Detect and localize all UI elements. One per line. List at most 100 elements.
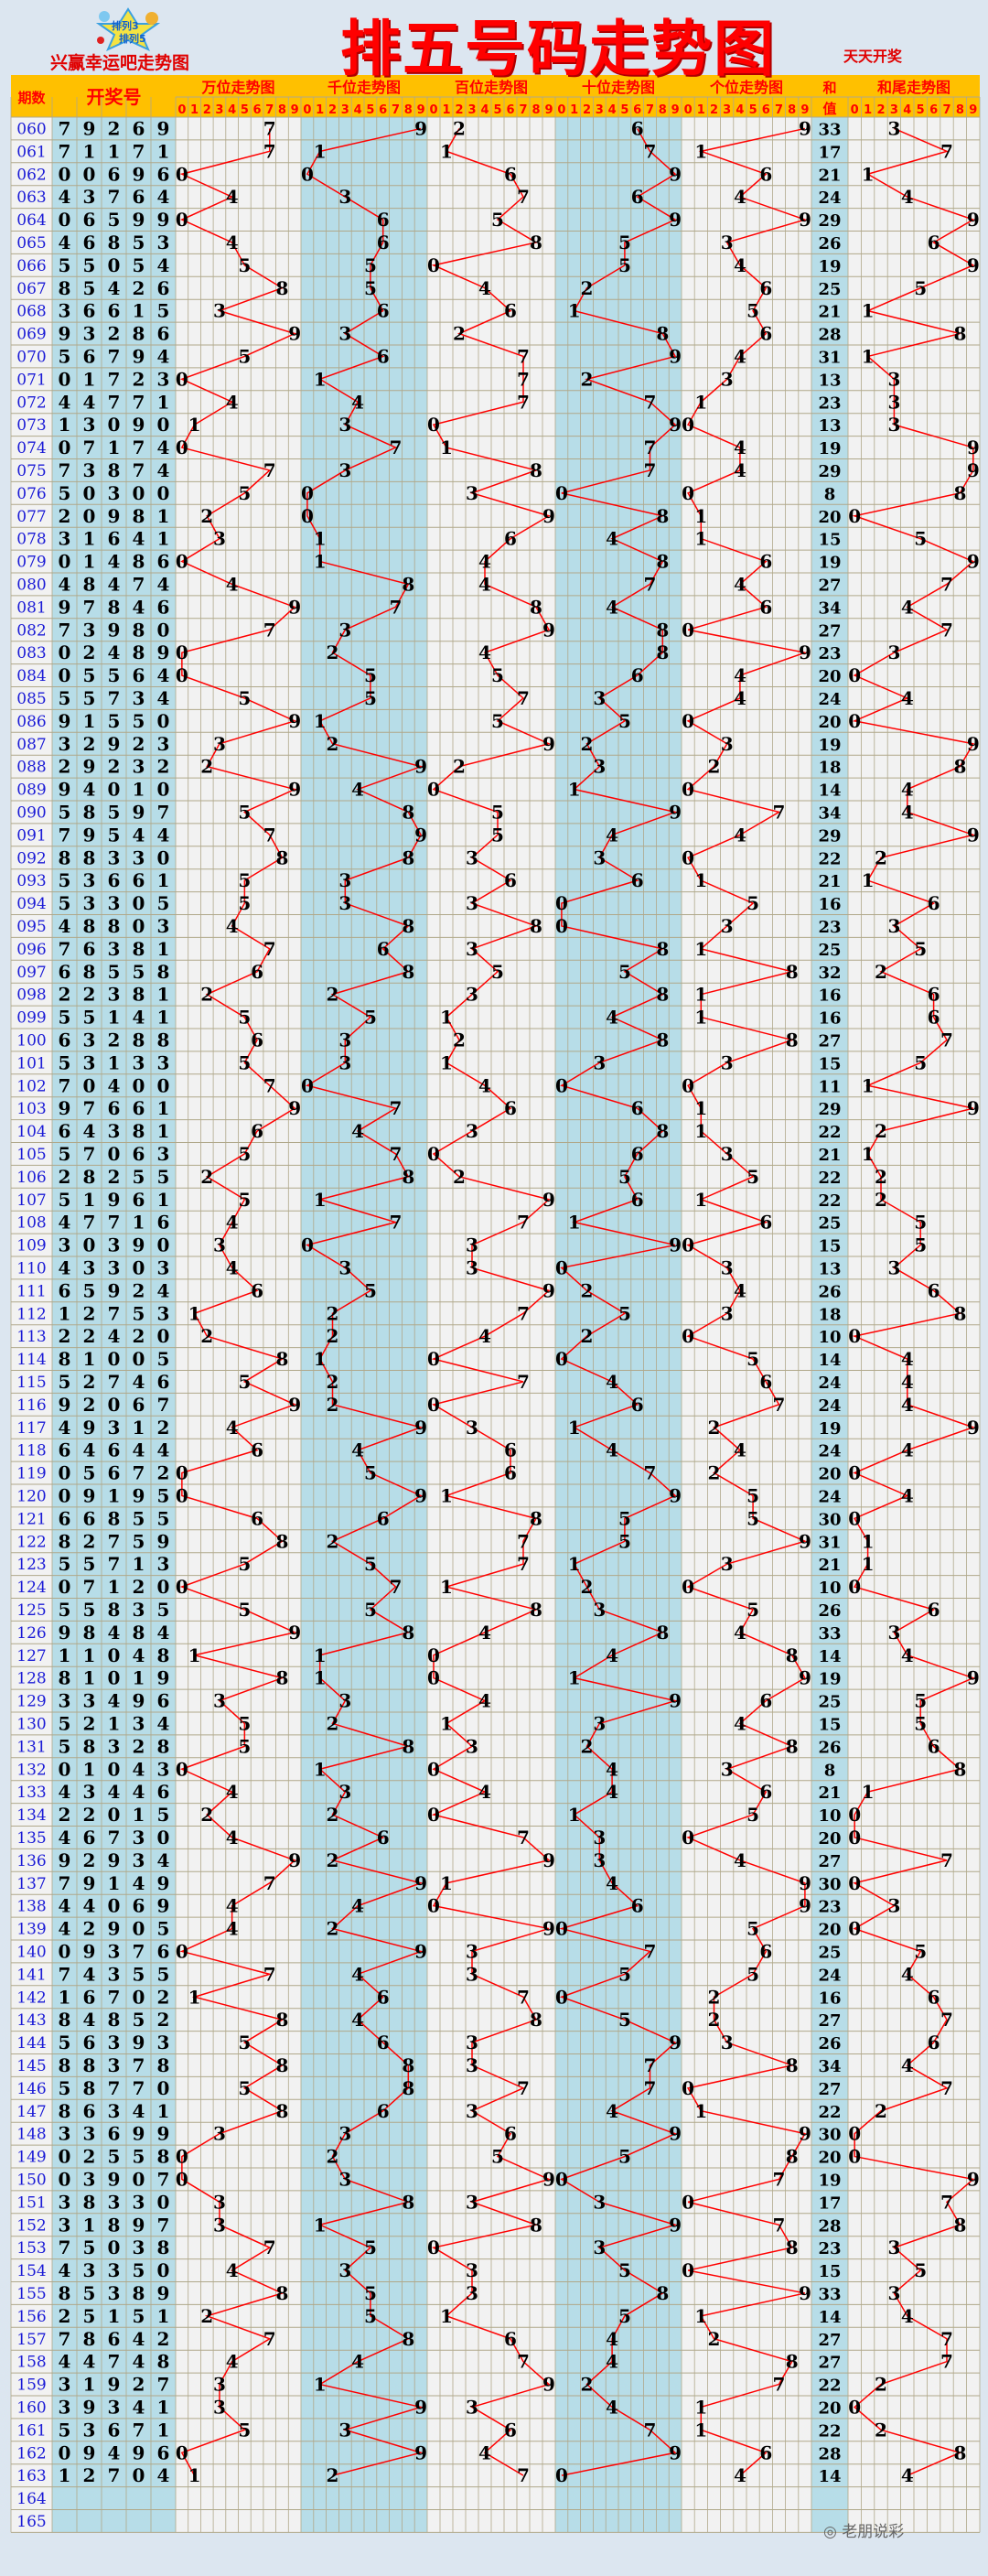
draw-digit: 3 [59,300,71,322]
draw-digit: 6 [59,1507,71,1529]
draw-digit: 3 [83,459,96,481]
period-label: 105 [16,1146,46,1164]
period-label: 162 [16,2444,46,2463]
position-mark: 4 [606,2351,618,2373]
draw-digit: 0 [59,437,71,458]
draw-digit: 8 [83,961,96,983]
draw-digit: 9 [133,414,145,436]
sum-value: 26 [818,234,841,253]
position-mark: 3 [593,756,606,778]
position-mark: 4 [734,1439,746,1461]
sum-value: 28 [818,326,841,345]
draw-digit: 5 [83,1599,96,1621]
draw-digit: 1 [157,2419,170,2441]
position-mark: 1 [694,1007,707,1029]
draw-digit: 3 [157,1256,170,1278]
sum-value: 24 [818,189,841,208]
position-mark: 0 [301,482,314,504]
draw-digit: 2 [83,1918,96,1940]
draw-digit: 9 [133,163,145,185]
position-mark: 2 [327,2464,339,2486]
position-mark: 4 [226,1417,239,1439]
tail-mark: 1 [862,869,875,891]
position-mark: 5 [746,1348,759,1370]
period-label: 101 [16,1054,46,1072]
draw-digit: 3 [108,2259,121,2281]
draw-digit: 3 [157,1758,170,1780]
position-mark: 4 [734,186,746,208]
position-mark: 8 [786,1735,799,1757]
draw-digit: 1 [157,2305,170,2327]
draw-digit: 0 [133,2168,145,2190]
tail-mark: 0 [848,664,861,686]
draw-digit: 3 [108,2100,121,2122]
position-mark: 7 [517,2464,530,2486]
period-label: 126 [16,1624,46,1643]
tail-mark: 3 [887,1622,900,1644]
period-label: 060 [16,120,46,138]
sum-value: 16 [818,986,841,1006]
position-mark: 0 [555,1348,568,1370]
position-mark: 3 [213,2191,226,2213]
header-digit: 1 [697,103,705,117]
period-label: 165 [16,2513,46,2531]
draw-digit: 6 [108,163,121,185]
sum-value: 20 [818,1829,841,1848]
draw-digit: 3 [157,1553,170,1575]
draw-digit: 4 [133,1439,145,1461]
position-mark: 7 [644,391,657,413]
position-mark: 1 [314,528,327,550]
sum-value: 22 [818,849,841,868]
period-label: 135 [16,1829,46,1848]
draw-digit: 5 [59,2032,71,2053]
draw-digit: 6 [157,277,170,299]
draw-digit: 2 [59,505,71,527]
position-mark: 3 [338,459,351,481]
position-mark: 0 [301,1074,314,1096]
header-digit: 3 [215,103,223,117]
position-mark: 8 [402,2328,414,2350]
position-mark: 8 [275,1348,288,1370]
position-mark: 6 [759,1371,772,1393]
draw-digit: 3 [108,1120,121,1142]
period-label: 079 [16,554,46,572]
position-mark: 5 [364,2282,377,2304]
position-mark: 7 [263,2328,276,2350]
position-mark: 0 [427,1667,440,1689]
position-mark: 5 [364,254,377,276]
draw-digit: 1 [83,368,96,390]
position-mark: 6 [631,1394,644,1416]
position-mark: 5 [238,482,251,504]
draw-digit: 9 [108,1279,121,1301]
sum-value: 22 [818,1191,841,1211]
position-mark: 8 [656,505,669,527]
header-digit: 4 [608,103,617,117]
draw-digit: 8 [83,1166,96,1188]
trend-line-2 [431,128,552,2476]
watermark: ◎ 老朋说彩 [823,2518,904,2541]
position-mark: 5 [618,2009,631,2031]
position-mark: 7 [517,1553,530,1575]
position-mark: 2 [327,2146,339,2168]
sum-value: 23 [818,918,841,937]
draw-digit: 9 [108,1849,121,1871]
draw-digit: 6 [157,323,170,345]
position-mark: 4 [606,1758,618,1780]
draw-digit: 4 [133,528,145,550]
draw-digit: 0 [59,664,71,686]
sum-value: 15 [818,531,841,550]
position-mark: 4 [226,1895,239,1917]
tail-mark: 4 [901,1484,914,1506]
draw-digit: 8 [157,961,170,983]
draw-digit: 9 [157,2282,170,2304]
position-mark: 0 [176,1462,188,1484]
draw-digit: 4 [83,1439,96,1461]
position-mark: 3 [338,414,351,436]
position-mark: 1 [314,710,327,732]
draw-digit: 8 [83,2191,96,2213]
position-mark: 9 [542,2374,555,2396]
draw-digit: 1 [108,1007,121,1029]
draw-digit: 4 [157,664,170,686]
position-mark: 5 [238,254,251,276]
draw-digit: 4 [157,1712,170,1734]
